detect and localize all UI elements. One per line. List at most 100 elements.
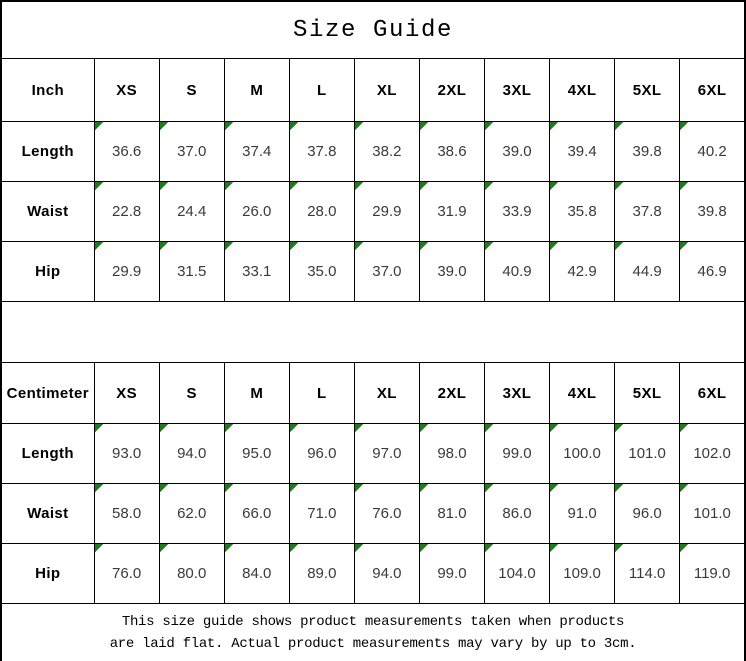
size-value-cell: 37.4 — [223, 121, 290, 182]
measurement-label-cell: Hip — [0, 543, 95, 604]
number-stored-as-text-indicator-icon — [290, 242, 298, 250]
number-stored-as-text-indicator-icon — [485, 122, 493, 130]
size-value: 36.6 — [112, 143, 142, 160]
measurement-row-waist: Waist 58.0 62.0 66.0 71.0 76.0 81.0 86.0 91.0 96.… — [0, 483, 746, 544]
number-stored-as-text-indicator-icon — [485, 424, 493, 432]
size-value-cell: 39.0 — [483, 121, 551, 182]
size-header-row-centimeter: Centimeter XS S M L XL 2XL 3XL 4XL 5XL 6XL — [0, 362, 746, 424]
number-stored-as-text-indicator-icon — [615, 544, 624, 552]
number-stored-as-text-indicator-icon — [95, 122, 103, 130]
size-value: 40.2 — [697, 143, 727, 160]
measurement-label-cell: Waist — [0, 483, 95, 544]
size-value-cell: 39.8 — [679, 181, 746, 242]
size-column-header: 3XL — [483, 362, 551, 424]
size-column-header: 2XL — [418, 362, 485, 424]
size-value: 80.0 — [177, 565, 207, 582]
number-stored-as-text-indicator-icon — [550, 544, 559, 552]
number-stored-as-text-indicator-icon — [420, 122, 428, 130]
size-table-body: Inch XS S M L XL 2XL 3XL 4XL 5XL 6XL Length 36.6 37.0… — [0, 58, 746, 604]
size-value: 86.0 — [502, 505, 532, 522]
size-value: 95.0 — [242, 445, 272, 462]
size-column-header: XS — [93, 362, 160, 424]
measurement-label-cell: Length — [0, 121, 95, 182]
size-value: 26.0 — [242, 203, 272, 220]
size-value: 35.8 — [567, 203, 597, 220]
size-value-cell: 58.0 — [93, 483, 160, 544]
size-header-row-inch: Inch XS S M L XL 2XL 3XL 4XL 5XL 6XL — [0, 58, 746, 122]
size-column-header: 6XL — [679, 362, 746, 424]
size-value: 39.0 — [502, 143, 532, 160]
number-stored-as-text-indicator-icon — [225, 484, 233, 492]
size-value-cell: 39.4 — [549, 121, 616, 182]
size-value-cell: 40.2 — [679, 121, 746, 182]
size-value-cell: 44.9 — [614, 241, 681, 302]
number-stored-as-text-indicator-icon — [485, 242, 493, 250]
size-value: 39.8 — [632, 143, 662, 160]
number-stored-as-text-indicator-icon — [485, 544, 493, 552]
spacer-row — [0, 301, 746, 363]
size-value-cell: 91.0 — [549, 483, 616, 544]
number-stored-as-text-indicator-icon — [290, 122, 298, 130]
size-value: 28.0 — [307, 203, 337, 220]
size-value-cell: 76.0 — [353, 483, 420, 544]
size-value: 114.0 — [628, 565, 666, 582]
number-stored-as-text-indicator-icon — [615, 242, 624, 250]
size-value-cell: 98.0 — [418, 423, 485, 484]
footer-row: This size guide shows product measuremen… — [0, 603, 746, 661]
size-value: 97.0 — [372, 445, 402, 462]
size-value-cell: 31.5 — [158, 241, 225, 302]
size-value-cell: 36.6 — [93, 121, 160, 182]
number-stored-as-text-indicator-icon — [550, 424, 559, 432]
size-value-cell: 104.0 — [483, 543, 551, 604]
size-value: 33.9 — [502, 203, 532, 220]
number-stored-as-text-indicator-icon — [420, 544, 428, 552]
number-stored-as-text-indicator-icon — [680, 544, 689, 552]
size-value-cell: 31.9 — [418, 181, 485, 242]
size-value: 35.0 — [307, 263, 337, 280]
size-value: 38.6 — [437, 143, 467, 160]
size-value-cell: 102.0 — [679, 423, 746, 484]
size-column-header: 6XL — [679, 58, 746, 122]
size-value-cell: 100.0 — [549, 423, 616, 484]
size-value: 94.0 — [372, 565, 402, 582]
number-stored-as-text-indicator-icon — [550, 122, 559, 130]
number-stored-as-text-indicator-icon — [160, 544, 168, 552]
size-value-cell: 22.8 — [93, 181, 160, 242]
size-value-cell: 29.9 — [353, 181, 420, 242]
size-value-cell: 109.0 — [549, 543, 616, 604]
number-stored-as-text-indicator-icon — [290, 424, 298, 432]
size-value: 46.9 — [697, 263, 727, 280]
size-column-header: S — [158, 58, 225, 122]
size-value: 33.1 — [242, 263, 272, 280]
measurement-label-cell: Length — [0, 423, 95, 484]
size-column-header: 5XL — [614, 362, 681, 424]
size-value-cell: 76.0 — [93, 543, 160, 604]
number-stored-as-text-indicator-icon — [225, 424, 233, 432]
number-stored-as-text-indicator-icon — [420, 424, 428, 432]
size-value: 99.0 — [502, 445, 532, 462]
title-row: Size Guide — [0, 0, 746, 59]
size-value-cell: 97.0 — [353, 423, 420, 484]
size-value: 38.2 — [372, 143, 402, 160]
number-stored-as-text-indicator-icon — [225, 182, 233, 190]
size-value: 24.4 — [177, 203, 207, 220]
size-value-cell: 38.2 — [353, 121, 420, 182]
size-value: 62.0 — [177, 505, 207, 522]
size-value-cell: 119.0 — [679, 543, 746, 604]
title-section: Size Guide — [0, 0, 746, 59]
size-value-cell: 96.0 — [614, 483, 681, 544]
size-column-header: M — [223, 362, 290, 424]
footer-note-line2: are laid flat. Actual product measuremen… — [109, 635, 637, 652]
size-value: 81.0 — [437, 505, 467, 522]
size-value: 58.0 — [112, 505, 142, 522]
size-value: 66.0 — [242, 505, 272, 522]
number-stored-as-text-indicator-icon — [615, 182, 624, 190]
size-value-cell: 101.0 — [679, 483, 746, 544]
number-stored-as-text-indicator-icon — [680, 242, 689, 250]
size-column-header: 4XL — [549, 58, 616, 122]
size-value: 96.0 — [632, 505, 662, 522]
size-value-cell: 66.0 — [223, 483, 290, 544]
size-value: 37.0 — [177, 143, 207, 160]
size-value-cell: 28.0 — [288, 181, 355, 242]
